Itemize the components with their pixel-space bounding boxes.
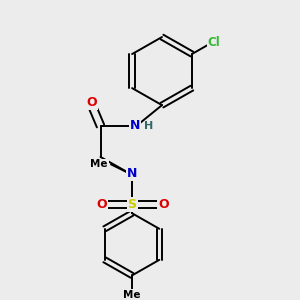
Text: O: O <box>158 198 169 211</box>
Text: Me: Me <box>123 290 141 300</box>
Text: O: O <box>97 198 107 211</box>
Text: S: S <box>128 198 136 211</box>
Text: N: N <box>130 119 140 132</box>
Text: H: H <box>145 122 154 131</box>
Text: Me: Me <box>90 159 108 170</box>
Text: N: N <box>127 167 137 180</box>
Text: O: O <box>86 96 97 109</box>
Text: Cl: Cl <box>208 36 220 50</box>
